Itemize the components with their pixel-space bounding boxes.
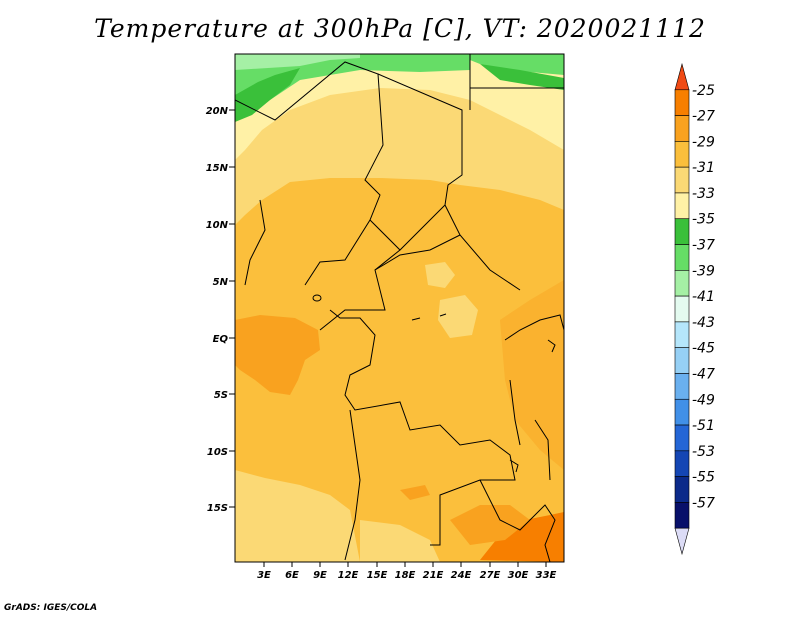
colorbar-bottom-arrow <box>674 527 690 556</box>
colorbar-box <box>674 373 690 400</box>
lat-label-5N: 5N <box>213 277 229 288</box>
country-borders <box>235 54 564 562</box>
colorbar-label: -39 <box>692 263 715 279</box>
field-band-33-southwest <box>235 470 360 562</box>
lat-label-10S: 10S <box>207 447 228 458</box>
longitude-axis: 3E 6E 9E 12E 15E 18E 21E 24E 27E 30E 33E <box>257 562 557 581</box>
colorbar-label: -45 <box>692 341 715 357</box>
lon-label-6E: 6E <box>285 570 299 581</box>
lat-label-10N: 10N <box>206 220 229 231</box>
colorbar-label: -55 <box>692 470 715 486</box>
field-band-29-west <box>235 315 320 395</box>
field-band-29-east <box>500 280 564 470</box>
colorbar-label: -37 <box>692 238 715 254</box>
colorbar-boxes <box>674 62 690 556</box>
colorbar-box <box>674 244 690 271</box>
colorbar-label: -41 <box>692 289 715 305</box>
field-patch-central-2 <box>438 295 478 338</box>
latitude-axis: 20N 15N 10N 5N EQ 5S 10S 15S <box>206 106 235 514</box>
colorbar-labels: -25 -27 -29 -31 -33 -35 -37 -39 -41 -43 -45 -47 -49 -… <box>692 83 715 512</box>
colorbar-box <box>674 192 690 220</box>
field-band-33-south <box>360 520 440 562</box>
colorbar-label: -49 <box>692 392 715 408</box>
colorbar-label: -43 <box>692 315 715 331</box>
temperature-field <box>235 54 564 562</box>
lon-label-24E: 24E <box>451 570 472 581</box>
lat-label-15S: 15S <box>207 503 228 514</box>
field-band-41-north <box>235 54 360 70</box>
colorbar-box <box>674 424 690 452</box>
chart-title: Temperature at 300hPa [C], VT: 202002111… <box>94 14 706 43</box>
field-band-39-northeast <box>470 54 564 75</box>
colorbar-label: -51 <box>692 418 715 434</box>
lakes <box>312 294 556 473</box>
colorbar-box <box>674 450 690 477</box>
colorbar-label: -29 <box>692 134 715 150</box>
lat-label-20N: 20N <box>206 106 229 117</box>
field-band-29-south <box>450 505 530 545</box>
field-patch-29 <box>400 485 430 500</box>
colorbar-label: -53 <box>692 444 715 460</box>
lon-label-21E: 21E <box>423 570 444 581</box>
lon-label-12E: 12E <box>338 570 359 581</box>
field-band-35-north <box>235 54 564 160</box>
field-patch-central <box>425 262 455 288</box>
lon-label-9E: 9E <box>313 570 327 581</box>
lon-label-30E: 30E <box>508 570 529 581</box>
lat-label-5S: 5S <box>214 390 228 401</box>
colorbar-label: -33 <box>692 186 715 202</box>
colorbar-box <box>674 270 690 297</box>
lon-label-27E: 27E <box>480 570 501 581</box>
colorbar-box <box>674 89 690 116</box>
grads-credit: GrADS: IGES/COLA <box>4 603 98 613</box>
colorbar-label: -57 <box>692 495 715 511</box>
colorbar-box <box>674 295 690 323</box>
lon-label-15E: 15E <box>367 570 388 581</box>
colorbar-label: -27 <box>692 109 715 125</box>
colorbar-box <box>674 218 690 245</box>
colorbar-label: -35 <box>692 212 715 228</box>
colorbar-box <box>674 476 690 503</box>
lat-label-15N: 15N <box>206 163 229 174</box>
colorbar-box <box>674 115 690 142</box>
colorbar-label: -25 <box>692 83 715 99</box>
lon-label-33E: 33E <box>536 570 557 581</box>
colorbar-label: -47 <box>692 366 715 382</box>
lon-label-18E: 18E <box>395 570 416 581</box>
colorbar-top-arrow <box>674 62 690 91</box>
colorbar-box <box>674 141 690 168</box>
colorbar-box <box>674 321 690 348</box>
lat-label-EQ: EQ <box>213 334 229 345</box>
lon-label-3E: 3E <box>257 570 271 581</box>
colorbar-label: -31 <box>692 160 715 176</box>
colorbar-box <box>674 398 690 426</box>
colorbar-box <box>674 502 690 529</box>
field-band-37-northeast <box>480 64 564 90</box>
colorbar-box <box>674 166 690 194</box>
field-band-27-southeast <box>480 512 564 562</box>
colorbar-box <box>674 347 690 374</box>
plot-frame <box>234 53 565 563</box>
